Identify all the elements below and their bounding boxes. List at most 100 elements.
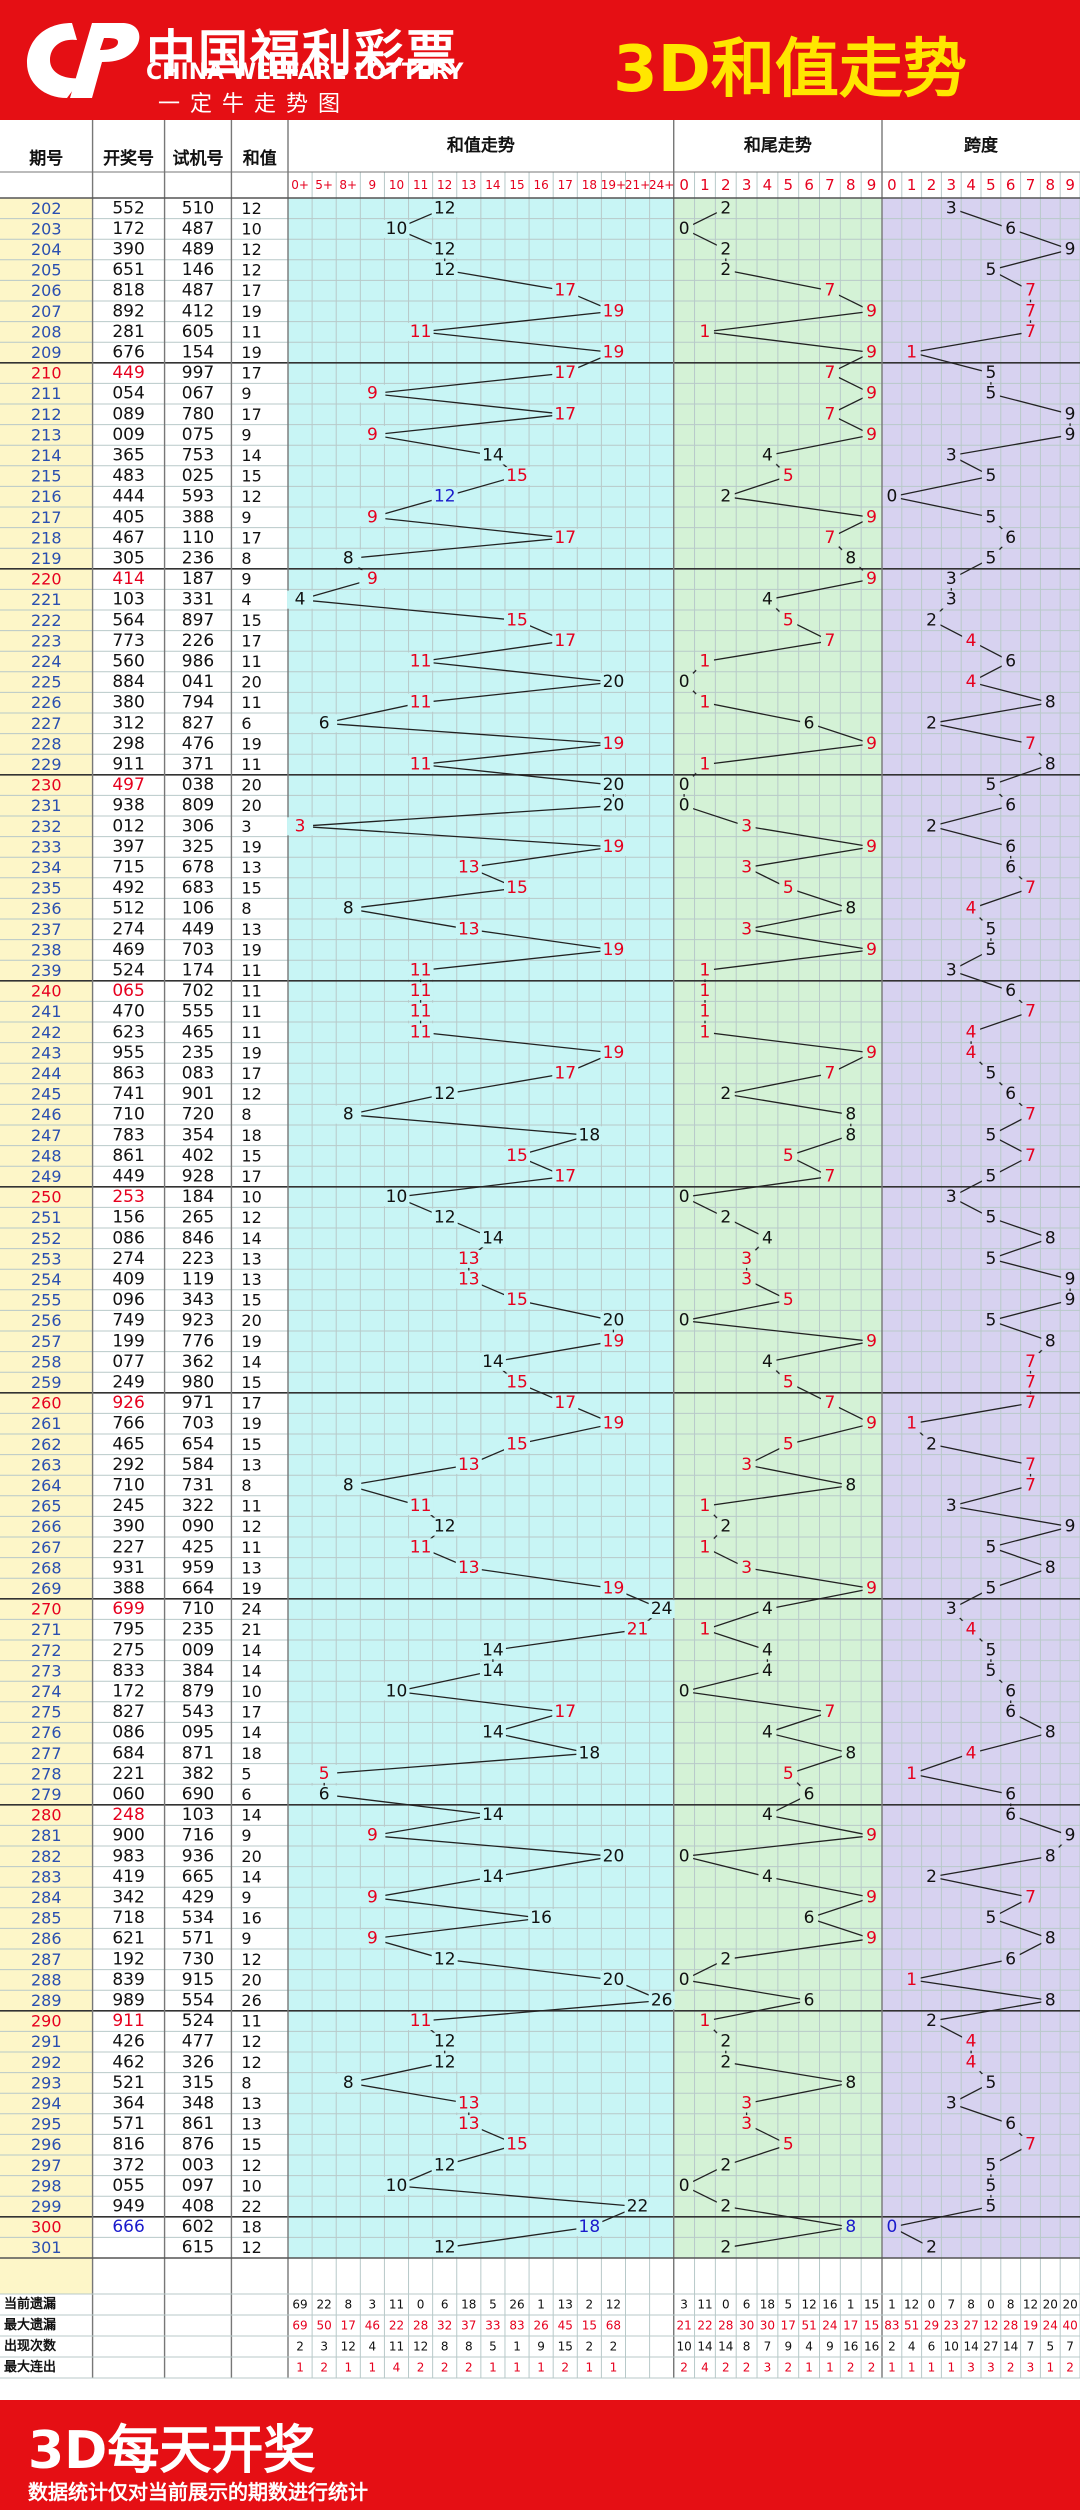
- trial-number: 846: [182, 1228, 214, 1248]
- stat-sum-bin-value: 46: [365, 2319, 380, 2333]
- draw-number: 449: [112, 1167, 144, 1187]
- span-trend-mark: 8: [1045, 1846, 1056, 1866]
- sum-value: 13: [241, 920, 261, 939]
- issue-number: 295: [31, 2115, 62, 2134]
- issue-number: 236: [31, 899, 62, 918]
- stat-sum-bin-value: 5: [489, 2298, 497, 2312]
- span-trend-mark: 3: [946, 569, 957, 589]
- span-trend-mark: 5: [985, 775, 996, 795]
- draw-number: 409: [112, 1270, 144, 1290]
- tail-digit-label: 7: [825, 176, 835, 194]
- tail-trend-mark: 4: [762, 1867, 773, 1887]
- sum-trend-mark: 15: [506, 466, 528, 486]
- sum-trend-mark: 11: [410, 1537, 432, 1557]
- issue-number: 283: [31, 1867, 62, 1886]
- draw-number: 884: [112, 672, 144, 692]
- stat-tail-value: 11: [697, 2298, 712, 2312]
- issue-number: 217: [31, 508, 62, 527]
- tail-trend-mark: 0: [679, 796, 690, 816]
- issue-number: 224: [31, 652, 62, 671]
- span-trend-mark: 5: [985, 1064, 996, 1084]
- trial-number: 315: [182, 2073, 214, 2093]
- tail-trend-mark: 9: [866, 384, 877, 404]
- sum-trend-mark: 11: [410, 2011, 432, 2031]
- tail-trend-mark: 0: [679, 1311, 690, 1331]
- draw-number: 390: [112, 1517, 144, 1537]
- tail-trend-mark: 8: [845, 2073, 856, 2093]
- issue-number: 275: [31, 1703, 62, 1722]
- issue-number: 257: [31, 1332, 62, 1351]
- issue-number: 276: [31, 1723, 62, 1742]
- stat-span-value: 19: [1023, 2319, 1038, 2333]
- span-trend-mark: 5: [985, 1579, 996, 1599]
- stat-tail-value: 4: [701, 2361, 709, 2375]
- sum-trend-mark: 19: [603, 1043, 625, 1063]
- draw-number: 077: [112, 1352, 144, 1372]
- tail-digit-label: 2: [721, 176, 731, 194]
- sum-trend-mark: 15: [506, 1434, 528, 1454]
- stat-span-value: 2: [888, 2340, 896, 2354]
- trial-number: 354: [182, 1125, 214, 1145]
- tail-trend-mark: 1: [700, 2011, 711, 2031]
- draw-number: 364: [112, 2094, 144, 2114]
- draw-number: 298: [112, 734, 144, 754]
- sum-trend-mark: 16: [530, 1908, 552, 1928]
- span-trend-mark: 5: [985, 363, 996, 383]
- draw-number: 892: [112, 301, 144, 321]
- issue-number: 238: [31, 940, 62, 959]
- tail-trend-mark: 2: [720, 487, 731, 507]
- stat-sum-bin-value: 32: [437, 2319, 452, 2333]
- tail-digit-label: 8: [846, 176, 856, 194]
- draw-number: 863: [112, 1064, 144, 1084]
- draw-number: 684: [112, 1743, 144, 1763]
- sum-value: 9: [241, 1826, 251, 1845]
- stat-sum-bin-value: 6: [441, 2298, 449, 2312]
- sum-value: 11: [241, 961, 261, 980]
- span-trend-mark: 4: [966, 2032, 977, 2052]
- trial-number: 584: [182, 1455, 214, 1475]
- draw-number: 275: [112, 1640, 144, 1660]
- span-trend-mark: 5: [985, 1125, 996, 1145]
- tail-trend-mark: 7: [825, 281, 836, 301]
- draw-number: 414: [112, 569, 144, 589]
- span-trend-mark: 1: [906, 1414, 917, 1434]
- sum-trend-mark: 12: [434, 240, 456, 260]
- span-trend-mark: 6: [1005, 528, 1016, 548]
- trial-number: 794: [182, 693, 214, 713]
- sum-trend-mark: 12: [434, 2032, 456, 2052]
- sum-value: 17: [241, 528, 261, 547]
- sum-value: 9: [241, 425, 251, 444]
- trial-number: 489: [182, 240, 214, 260]
- span-trend-mark: 5: [985, 1640, 996, 1660]
- draw-number: 469: [112, 940, 144, 960]
- trial-number: 476: [182, 734, 214, 754]
- draw-number: 372: [112, 2155, 144, 2175]
- sum-trend-mark: 10: [386, 1187, 408, 1207]
- span-digit-label: 7: [1026, 176, 1036, 194]
- trial-number: 554: [182, 1991, 214, 2011]
- trial-number: 730: [182, 1949, 214, 1969]
- span-trend-mark: 5: [985, 1661, 996, 1681]
- tail-trend-mark: 7: [825, 1702, 836, 1722]
- stat-label: 最大连出: [4, 2359, 56, 2375]
- issue-number: 272: [31, 1641, 62, 1660]
- draw-number: 949: [112, 2197, 144, 2217]
- sum-trend-mark: 19: [603, 1331, 625, 1351]
- stat-sum-bin-value: 2: [610, 2340, 618, 2354]
- stat-span-value: 29: [924, 2319, 939, 2333]
- sum-value: 15: [241, 1435, 261, 1454]
- sum-value: 17: [241, 1064, 261, 1083]
- trial-number: 827: [182, 713, 214, 733]
- sum-value: 20: [241, 1847, 261, 1866]
- sum-trend-mark: 11: [410, 961, 432, 981]
- stat-span-value: 3: [1027, 2361, 1035, 2375]
- sum-trend-mark: 12: [434, 260, 456, 280]
- stat-tail-value: 14: [697, 2340, 712, 2354]
- tail-trend-mark: 9: [866, 569, 877, 589]
- stat-sum-bin-value: 0: [417, 2298, 425, 2312]
- trial-number: 928: [182, 1167, 214, 1187]
- sum-trend-mark: 9: [367, 384, 378, 404]
- draw-number: 564: [112, 610, 144, 630]
- span-trend-mark: 6: [1005, 1949, 1016, 1969]
- tail-trend-mark: 2: [720, 2032, 731, 2052]
